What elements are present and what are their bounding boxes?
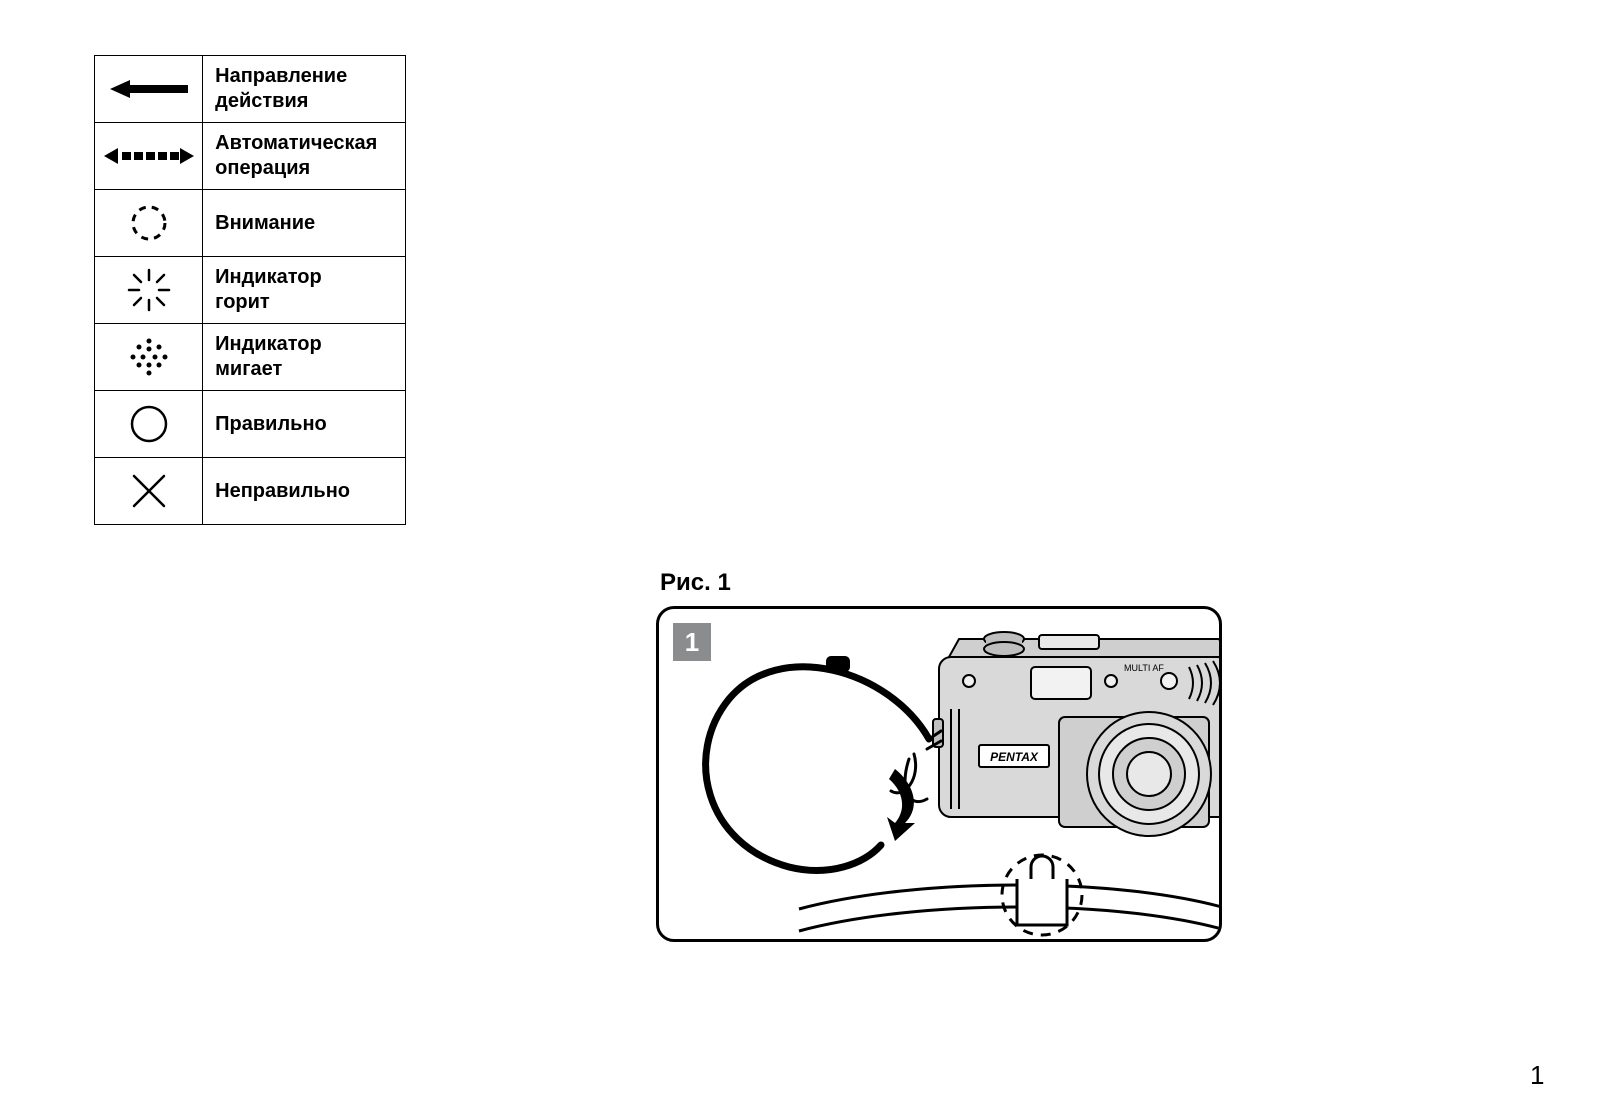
figure-caption-text: Рис. 1: [660, 569, 731, 596]
legend-label-text: Неправильно: [215, 480, 350, 502]
action-arrow-icon: [887, 769, 915, 841]
legend-icon-cell: [95, 324, 203, 391]
dots-cluster-icon: [125, 335, 173, 379]
legend-table: Направлениедействия Автоматическаяоперац…: [94, 55, 406, 525]
figure-caption: Рис. 1: [660, 569, 731, 597]
table-row: Неправильно: [95, 458, 406, 525]
table-row: Индикатормигает: [95, 324, 406, 391]
legend-icon-cell: [95, 123, 203, 190]
arrow-dashed-bidir-icon: [104, 145, 194, 167]
legend-label: Индикатормигает: [203, 324, 406, 391]
legend-label: Индикаторгорит: [203, 257, 406, 324]
camera-af-label: MULTI AF: [1124, 663, 1164, 673]
legend-label: Автоматическаяоперация: [203, 123, 406, 190]
camera-brand-label: PENTAX: [990, 750, 1039, 764]
step-badge: 1: [673, 623, 711, 661]
table-row: Правильно: [95, 391, 406, 458]
legend-label: Внимание: [203, 190, 406, 257]
legend-icon-cell: [95, 257, 203, 324]
starburst-icon: [125, 266, 173, 314]
table-row: Направлениедействия: [95, 56, 406, 123]
arrow-left-solid-icon: [110, 78, 188, 100]
table-row: Внимание: [95, 190, 406, 257]
legend-label: Правильно: [203, 391, 406, 458]
dashed-circle-icon: [127, 201, 171, 245]
page: Направлениедействия Автоматическаяоперац…: [0, 0, 1600, 1119]
page-number-text: 1: [1530, 1060, 1544, 1090]
camera-icon: MULTI AF PENTAX: [933, 632, 1219, 836]
figure-1: 1 MULTI AF: [656, 606, 1222, 942]
legend-label-text: Индикатормигает: [215, 333, 322, 380]
page-number: 1: [1530, 1060, 1544, 1091]
step-badge-number: 1: [685, 627, 699, 657]
circle-outline-icon: [128, 403, 170, 445]
legend-label: Направлениедействия: [203, 56, 406, 123]
table-row: Индикаторгорит: [95, 257, 406, 324]
figure-1-illustration: 1 MULTI AF: [659, 609, 1219, 939]
legend-icon-cell: [95, 190, 203, 257]
legend-label-text: Правильно: [215, 413, 327, 435]
wrist-strap-icon: [706, 657, 941, 870]
legend-label-text: Внимание: [215, 212, 315, 234]
legend-icon-cell: [95, 458, 203, 525]
legend-label-text: Автоматическаяоперация: [215, 132, 377, 179]
legend-icon-cell: [95, 391, 203, 458]
table-row: Автоматическаяоперация: [95, 123, 406, 190]
legend-label-text: Направлениедействия: [215, 65, 347, 112]
legend-icon-cell: [95, 56, 203, 123]
legend-label: Неправильно: [203, 458, 406, 525]
cross-icon: [129, 471, 169, 511]
strap-clip-detail: [799, 855, 1219, 935]
legend-label-text: Индикаторгорит: [215, 266, 322, 313]
